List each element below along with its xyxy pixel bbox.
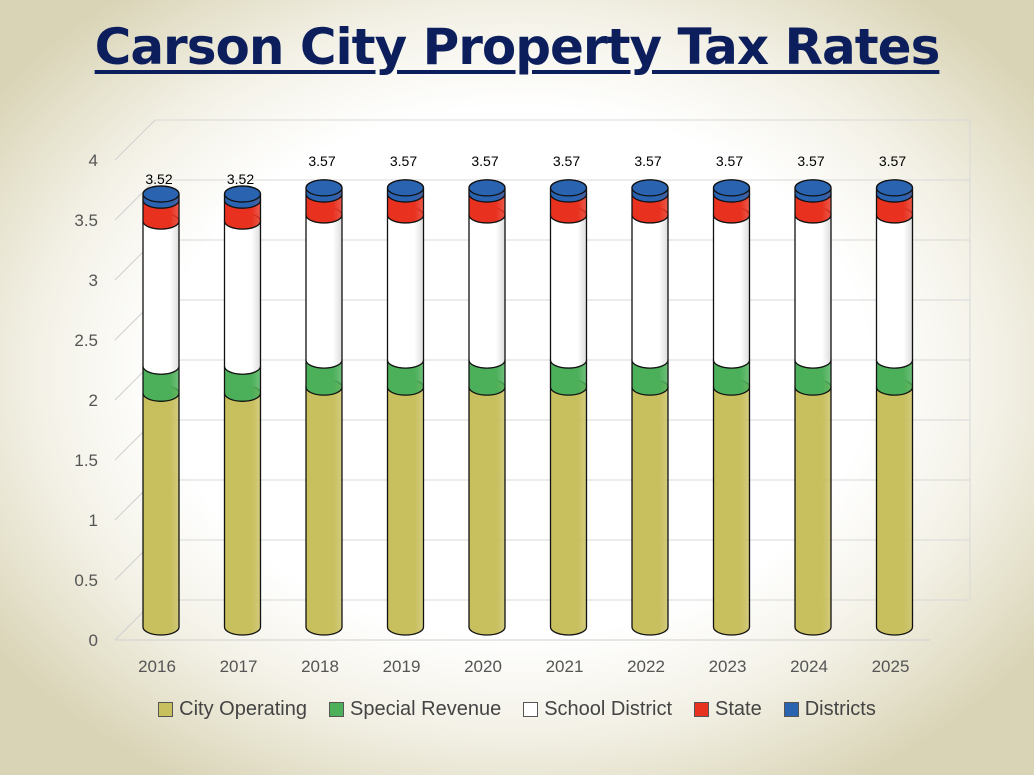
bar-top-cap [631,179,669,197]
bar-segment-school-district [468,206,506,369]
bar-segment-city-operating [712,378,751,636]
x-tick-label: 2016 [138,657,176,676]
y-tick-label: 0 [89,631,98,650]
legend: City Operating Special Revenue School Dist… [0,698,1034,721]
total-label: 3.52 [145,171,172,187]
legend-item: Special Revenue [329,698,501,721]
bar-segment-city-operating [223,384,262,636]
legend-item: City Operating [158,698,307,721]
legend-label: Districts [804,698,876,720]
legend-swatch [783,702,799,717]
legend-item: School District [523,698,672,721]
y-tick-label: 2.5 [74,331,98,350]
total-label: 3.52 [227,171,254,187]
bar-segment-city-operating [875,378,914,636]
gridline-diagonal [114,179,156,221]
bar-segment-school-district [223,212,262,375]
bar-segment-city-operating [631,378,669,636]
total-label: 3.57 [308,153,335,169]
legend-item: State [694,698,762,721]
bar-top-cap [712,179,751,197]
total-label: 3.57 [879,153,906,169]
bar-top-cap [875,179,914,197]
y-tick-label: 4 [89,151,98,170]
bar-top-cap [305,179,343,197]
bar-top-cap [223,185,262,203]
x-tick-label: 2017 [220,657,258,676]
x-tick-label: 2023 [709,657,747,676]
legend-swatch [158,702,174,717]
chart-plot: 0 0.5 1 1.5 2 2.5 3 3.5 4 3.52 2016 3.52 2017 3.57 201… [74,119,971,676]
x-tick-label: 2019 [383,657,421,676]
total-label: 3.57 [634,153,661,169]
x-tick-label: 2025 [872,657,910,676]
legend-label: State [715,698,762,720]
total-label: 3.57 [553,153,580,169]
bar-segment-school-district [142,212,180,375]
y-tick-label: 3 [89,271,98,290]
y-tick-label: 1.5 [74,451,98,470]
x-tick-label: 2021 [546,657,584,676]
legend-label: City Operating [179,698,307,720]
bar-segment-school-district [712,206,751,369]
gridline-diagonal [114,119,156,161]
bar-top-cap [549,179,588,197]
total-label: 3.57 [390,153,417,169]
chart-title: Carson City Property Tax Rates [94,18,941,76]
legend-swatch [523,702,539,717]
bar-segment-school-district [386,206,425,369]
bar-segment-school-district [794,206,832,369]
y-tick-label: 2 [89,391,98,410]
x-tick-label: 2024 [790,657,828,676]
bar-top-cap [142,185,180,203]
y-tick-label: 1 [89,511,98,530]
y-tick-label: 3.5 [74,211,98,230]
bar-segment-city-operating [794,378,832,636]
bar-top-cap [794,179,832,197]
bar-top-cap [386,179,425,197]
total-label: 3.57 [716,153,743,169]
bar-segment-school-district [631,206,669,369]
legend-item: Districts [783,698,876,721]
bar-segment-city-operating [549,378,588,636]
legend-label: School District [544,698,673,720]
legend-swatch [329,702,344,717]
bar-segment-city-operating [305,378,343,636]
y-tick-label: 0.5 [74,571,98,590]
x-tick-label: 2018 [301,657,339,676]
bar-segment-school-district [305,206,343,369]
bar-segment-city-operating [468,378,506,636]
legend-label: Special Revenue [350,698,502,720]
x-tick-label: 2022 [627,657,665,676]
bar-segment-city-operating [386,378,425,636]
bar-top-cap [468,179,506,197]
total-label: 3.57 [797,153,824,169]
bar-segment-school-district [549,206,588,369]
bar-segment-school-district [875,206,914,369]
legend-swatch [694,702,710,717]
total-label: 3.57 [471,153,498,169]
bar-segment-city-operating [142,384,180,636]
x-tick-label: 2020 [464,657,502,676]
